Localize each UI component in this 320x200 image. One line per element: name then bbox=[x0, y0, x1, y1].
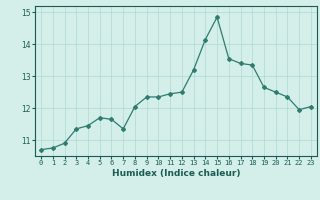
X-axis label: Humidex (Indice chaleur): Humidex (Indice chaleur) bbox=[112, 169, 240, 178]
